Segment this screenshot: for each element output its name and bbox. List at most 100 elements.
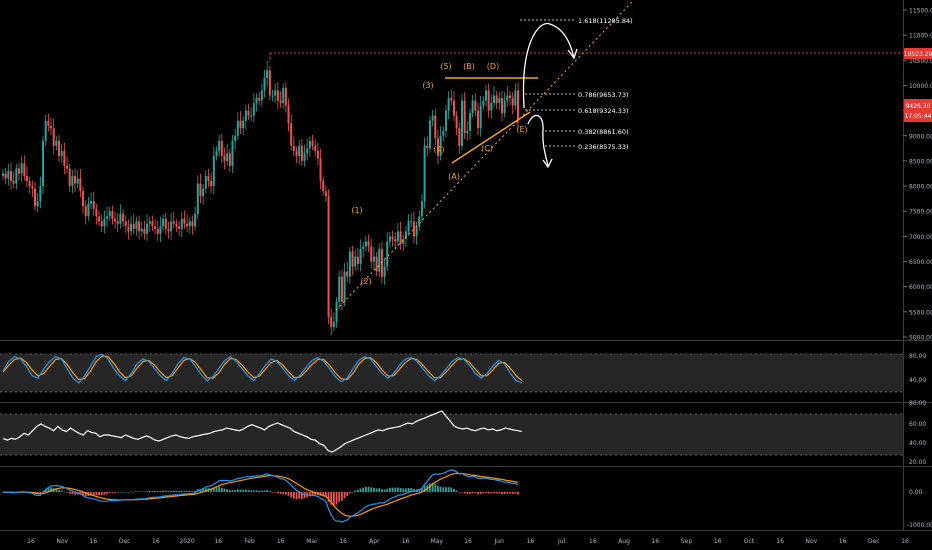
candle-body — [452, 100, 455, 116]
macd-histogram-bar — [226, 489, 229, 492]
candle-body — [372, 256, 375, 262]
candle-body — [146, 223, 149, 234]
candle-body — [60, 150, 63, 156]
candle-body — [402, 238, 405, 244]
candle-body — [258, 98, 261, 101]
candle-body — [394, 238, 397, 242]
macd-histogram-bar — [407, 488, 410, 492]
candle-body — [199, 183, 202, 197]
macd-histogram-bar — [394, 487, 397, 492]
candle-body — [471, 100, 474, 114]
candle-body — [103, 218, 106, 227]
time-tick-label: 16 — [776, 538, 784, 545]
price-tick-label: 8500.00 — [909, 158, 932, 165]
candle-body — [90, 201, 93, 204]
candle-body — [242, 120, 245, 129]
triangle-lower-line — [451, 111, 531, 164]
candle-body — [223, 155, 226, 161]
macd-histogram-bar — [367, 486, 370, 492]
candle-body — [482, 100, 485, 106]
macd-histogram-bar — [469, 492, 471, 494]
candle-body — [354, 256, 357, 267]
macd-histogram-bar — [276, 492, 279, 494]
macd-histogram-bar — [490, 492, 493, 494]
candle-body — [204, 176, 207, 189]
macd-histogram-bar — [471, 492, 474, 494]
macd-histogram-bar — [39, 492, 42, 494]
candle-body — [79, 178, 82, 192]
candle-body — [143, 228, 146, 234]
macd-histogram-bar — [135, 491, 138, 492]
candle-body — [428, 120, 431, 149]
time-tick-label: 16 — [527, 538, 535, 545]
macd-histogram-bar — [116, 492, 119, 493]
macd-histogram-bar — [418, 488, 421, 492]
macd-histogram-bar — [482, 492, 485, 494]
macd-histogram-bar — [114, 492, 116, 493]
candle-body — [492, 95, 495, 104]
time-tick-label: 16 — [214, 538, 222, 545]
candle-body — [127, 226, 130, 232]
candle-body — [268, 70, 271, 96]
macd-histogram-bar — [495, 492, 498, 494]
macd-histogram-bar — [159, 491, 162, 492]
macd-histogram-bar — [98, 492, 100, 496]
macd-histogram-bar — [290, 492, 293, 498]
macd-histogram-bar — [188, 490, 191, 492]
candle-body — [2, 173, 4, 177]
candle-body — [34, 188, 37, 207]
candle-body — [418, 216, 421, 227]
candle-body — [436, 138, 439, 156]
rsi-band — [0, 414, 903, 455]
candle-body — [332, 321, 335, 327]
candle-body — [12, 181, 15, 184]
candle-body — [476, 110, 479, 129]
macd-histogram-bar — [381, 489, 383, 492]
macd-histogram-bar — [194, 490, 197, 492]
candle-body — [407, 221, 410, 232]
axes: 11500.0011000.0010500.0010000.009500.009… — [27, 8, 932, 545]
candle-body — [322, 181, 325, 192]
candle-body — [196, 183, 199, 214]
candle-body — [460, 100, 463, 146]
candle-body — [36, 201, 39, 207]
candle-body — [154, 226, 157, 229]
macd-histogram-bar — [474, 492, 477, 494]
candle-body — [362, 246, 365, 249]
candle-body — [10, 170, 13, 182]
candle-body — [167, 228, 170, 232]
candle-body — [303, 153, 306, 161]
wave-label: (5) — [440, 62, 451, 71]
macd-histogram-bar — [479, 492, 482, 494]
price-tick-label: 9000.00 — [909, 133, 932, 140]
candle-body — [514, 90, 517, 106]
macd-histogram-bar — [63, 491, 66, 493]
candle-body — [138, 221, 141, 232]
macd-histogram-bar — [215, 487, 218, 492]
candle-body — [210, 181, 213, 187]
macd-histogram-bar — [340, 492, 343, 501]
candle-body — [356, 256, 359, 265]
macd-histogram-bar — [156, 491, 159, 492]
macd-histogram-bar — [335, 492, 338, 505]
stoch-band — [0, 354, 903, 392]
candle-body — [162, 218, 165, 227]
candle-body — [220, 140, 223, 156]
candle-body — [98, 216, 101, 222]
candle-body — [468, 113, 471, 131]
candle-body — [348, 251, 351, 277]
candle-body — [228, 153, 231, 166]
arrowhead — [542, 158, 553, 169]
time-tick-label: 2020 — [179, 538, 194, 545]
macd-histogram-bar — [71, 492, 74, 495]
macd-histogram-bar — [263, 490, 266, 492]
macd-histogram-bar — [140, 491, 143, 493]
macd-histogram-bar — [373, 487, 375, 492]
macd-histogram-bar — [365, 486, 367, 492]
macd-histogram-bar — [210, 488, 213, 492]
candle-body — [50, 125, 53, 129]
wave-label: (3) — [422, 81, 433, 90]
macd-histogram-bar — [172, 490, 175, 492]
candle-body — [82, 191, 85, 207]
